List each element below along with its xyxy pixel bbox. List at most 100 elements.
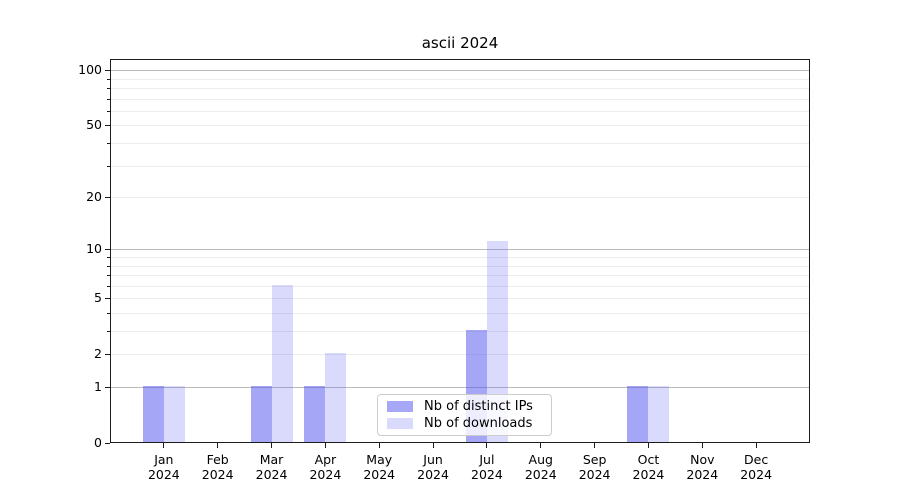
gridline-minor bbox=[111, 110, 809, 112]
x-tick-label-month: Nov bbox=[690, 452, 715, 467]
bar-distinct-ips bbox=[627, 386, 649, 442]
y-minor-tick bbox=[107, 312, 110, 314]
x-tick-label-year: 2024 bbox=[524, 467, 557, 482]
x-tick-label: Aug 2024 bbox=[511, 452, 571, 482]
gridline-minor bbox=[111, 88, 809, 90]
y-minor-tick bbox=[107, 275, 110, 277]
x-tick-label: Dec 2024 bbox=[726, 452, 786, 482]
gridline-major bbox=[111, 70, 809, 72]
x-tick-label-month: Aug bbox=[528, 452, 553, 467]
bar-downloads bbox=[325, 353, 347, 442]
gridline-minor bbox=[111, 165, 809, 167]
gridline-minor bbox=[111, 285, 809, 287]
gridline-major bbox=[111, 387, 809, 388]
gridline-minor bbox=[111, 331, 809, 333]
y-minor-tick bbox=[107, 88, 110, 90]
y-minor-tick bbox=[107, 285, 110, 287]
x-tick-label-year: 2024 bbox=[686, 467, 719, 482]
x-tick-label-month: May bbox=[366, 452, 393, 467]
y-minor-tick bbox=[107, 143, 110, 145]
y-tick bbox=[105, 125, 110, 127]
x-tick-label-month: Mar bbox=[259, 452, 284, 467]
x-tick-label: Jan 2024 bbox=[134, 452, 194, 482]
gridline-labeled bbox=[111, 354, 809, 356]
x-tick-label-month: Sep bbox=[582, 452, 607, 467]
bar-downloads bbox=[271, 284, 293, 442]
y-tick bbox=[105, 387, 110, 388]
y-tick bbox=[105, 249, 110, 251]
legend-item-downloads: Nb of downloads bbox=[387, 416, 542, 431]
gridline-minor bbox=[111, 78, 809, 80]
x-tick-label-year: 2024 bbox=[578, 467, 611, 482]
x-tick-label-month: Feb bbox=[206, 452, 229, 467]
bar-distinct-ips bbox=[250, 386, 272, 442]
plot-area bbox=[110, 59, 810, 443]
x-tick bbox=[540, 443, 542, 448]
gridline-minor bbox=[111, 275, 809, 277]
gridline-minor bbox=[111, 265, 809, 267]
x-tick-label: Jul 2024 bbox=[457, 452, 517, 482]
y-tick-label: 20 bbox=[86, 189, 102, 205]
y-tick-label: 5 bbox=[94, 290, 102, 306]
x-tick-label-month: Dec bbox=[744, 452, 769, 467]
y-minor-tick bbox=[107, 257, 110, 258]
x-tick bbox=[271, 443, 273, 448]
x-tick-label-month: Jul bbox=[479, 452, 495, 467]
x-tick-label-year: 2024 bbox=[363, 467, 396, 482]
bar-distinct-ips bbox=[304, 386, 326, 442]
x-tick-label-month: Oct bbox=[637, 452, 660, 467]
gridline-minor bbox=[111, 98, 809, 100]
x-tick-label: Oct 2024 bbox=[618, 452, 678, 482]
y-minor-tick bbox=[107, 98, 110, 100]
x-tick-label-year: 2024 bbox=[632, 467, 665, 482]
x-tick bbox=[163, 443, 165, 448]
gridline-labeled bbox=[111, 197, 809, 199]
x-tick bbox=[324, 443, 326, 448]
chart-title: ascii 2024 bbox=[421, 34, 499, 52]
x-tick-label: Nov 2024 bbox=[672, 452, 732, 482]
x-tick bbox=[217, 443, 219, 448]
bar-downloads bbox=[163, 386, 185, 442]
x-tick-label-year: 2024 bbox=[201, 467, 234, 482]
y-minor-tick bbox=[107, 331, 110, 333]
y-tick bbox=[105, 70, 110, 72]
bar-downloads bbox=[648, 386, 670, 442]
y-tick bbox=[105, 197, 110, 199]
y-tick-label: 50 bbox=[86, 117, 102, 133]
y-tick-label: 1 bbox=[94, 379, 102, 394]
y-minor-tick bbox=[107, 110, 110, 112]
x-tick-label: Apr 2024 bbox=[295, 452, 355, 482]
gridline-minor bbox=[111, 143, 809, 145]
y-tick bbox=[105, 298, 110, 300]
x-tick-label-month: Jan bbox=[154, 452, 174, 467]
legend-swatch-distinct-ips bbox=[387, 401, 413, 412]
x-tick-label: Mar 2024 bbox=[242, 452, 302, 482]
y-tick-label: 10 bbox=[86, 241, 102, 257]
gridline-labeled bbox=[111, 298, 809, 300]
gridline-minor bbox=[111, 312, 809, 314]
x-tick-label: Sep 2024 bbox=[565, 452, 625, 482]
x-tick bbox=[594, 443, 596, 448]
y-minor-tick bbox=[107, 165, 110, 167]
legend-item-distinct-ips: Nb of distinct IPs bbox=[387, 399, 542, 414]
y-tick bbox=[105, 354, 110, 356]
y-tick-label: 0 bbox=[94, 435, 102, 450]
gridline-minor bbox=[111, 257, 809, 258]
bar-downloads bbox=[486, 241, 508, 442]
gridline-labeled bbox=[111, 125, 809, 127]
x-tick-label: Feb 2024 bbox=[188, 452, 248, 482]
bar-distinct-ips bbox=[142, 386, 164, 442]
x-tick bbox=[755, 443, 757, 448]
x-tick-label-month: Apr bbox=[314, 452, 337, 467]
legend: Nb of distinct IPs Nb of downloads bbox=[377, 394, 552, 436]
x-tick-label-year: 2024 bbox=[255, 467, 288, 482]
x-tick-label-year: 2024 bbox=[417, 467, 449, 482]
x-tick bbox=[701, 443, 703, 448]
x-tick bbox=[432, 443, 434, 448]
x-tick-label-year: 2024 bbox=[309, 467, 342, 482]
x-tick-label-year: 2024 bbox=[740, 467, 773, 482]
y-tick-label: 2 bbox=[94, 346, 102, 362]
y-minor-tick bbox=[107, 265, 110, 267]
x-tick-label: Jun 2024 bbox=[403, 452, 463, 482]
